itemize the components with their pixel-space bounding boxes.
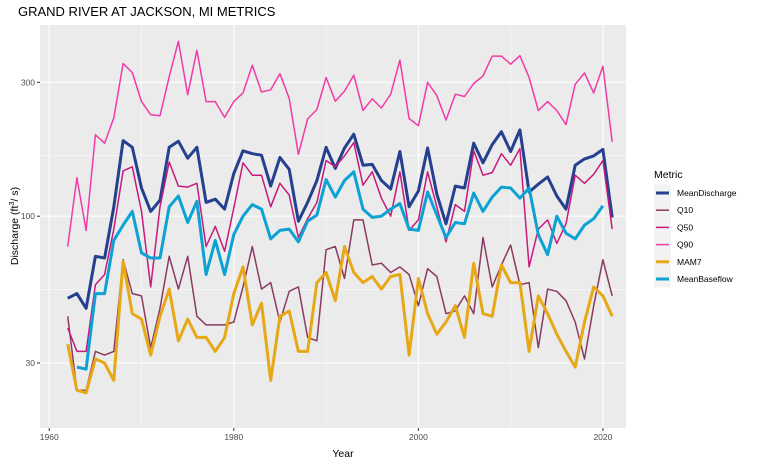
x-axis-title: Year xyxy=(332,448,354,460)
series-line-meandischarge xyxy=(67,128,614,310)
y-tick-label: 30 xyxy=(26,358,36,368)
series-line-meanbaseflow xyxy=(76,170,605,371)
y-tick-label: 100 xyxy=(21,211,35,221)
legend-label-q10: Q10 xyxy=(677,205,693,215)
x-tick-label: 1960 xyxy=(40,432,59,442)
x-tick-label: 2000 xyxy=(409,432,428,442)
x-axis: 1960 1980 2000 2020 xyxy=(40,428,613,442)
legend-label-meandischarge: MeanDischarge xyxy=(677,188,737,198)
grid-major xyxy=(40,25,626,428)
series-line-mam7 xyxy=(66,245,614,395)
y-axis-title-sup: 3 xyxy=(7,201,16,205)
y-axis: 30 100 300 xyxy=(21,77,40,368)
plot-panel xyxy=(40,25,626,428)
x-tick-label: 1980 xyxy=(224,432,243,442)
series-line-q90 xyxy=(66,40,613,247)
x-tick-label: 2020 xyxy=(593,432,612,442)
legend-label-meanbaseflow: MeanBaseflow xyxy=(677,274,734,284)
series-line-q50 xyxy=(67,141,613,353)
legend-label-mam7: MAM7 xyxy=(677,257,702,267)
chart-title: GRAND RIVER AT JACKSON, MI METRICS xyxy=(18,4,276,19)
legend-label-q50: Q50 xyxy=(677,222,693,232)
y-axis-title-main: Discharge (ft xyxy=(9,206,21,266)
legend: Metric MeanDischarge Q10 Q50 Q90 MAM7 MeanBas… xyxy=(654,169,737,288)
y-axis-title: Discharge (ft3/ s) xyxy=(7,187,21,265)
y-tick-label: 300 xyxy=(21,77,35,87)
series-lines xyxy=(66,40,614,395)
legend-title: Metric xyxy=(654,169,683,181)
y-axis-title-tail: / s) xyxy=(9,187,21,202)
legend-label-q90: Q90 xyxy=(677,240,693,250)
